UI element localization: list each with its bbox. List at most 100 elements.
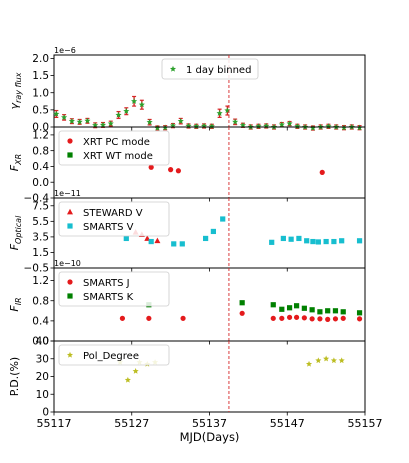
y-tick-label: 0 [42,407,49,419]
series-smarts-j [119,310,363,322]
x-tick-label: 55117 [37,417,72,430]
data-point [180,315,186,321]
data-point [216,110,223,116]
data-point [269,239,275,245]
data-point [61,114,68,120]
data-point [68,117,75,124]
data-point [220,216,226,222]
data-point [310,238,316,245]
data-point [340,309,346,315]
data-point [239,122,246,128]
data-point [171,241,177,247]
y-axis-label: FOptical [8,215,23,250]
data-point [325,316,331,322]
panel-optical: −0.5 1.5 3.5 5.5 7.5 1e−11 FOptical STEWARD V SM… [8,189,366,275]
legend-marker [67,223,73,229]
data-point [317,316,323,322]
data-point [339,238,345,244]
data-point [315,239,321,245]
panel-ir: 0.0 0.4 0.8 1.2 1e−10 FIR SMARTS J SMARTS K [8,259,366,348]
data-point [280,235,286,242]
data-point [301,305,307,311]
data-point [239,310,245,316]
panel-xray: −0.4 0.0 0.4 0.8 1.2 FXR XRT PC mode XRT WT mod… [8,126,366,205]
data-point [232,118,239,125]
legend: SMARTS J SMARTS K [58,271,170,307]
data-point [315,357,322,364]
data-point [131,98,138,104]
data-point [332,308,339,314]
data-point [288,236,294,242]
data-point [331,238,337,245]
data-point [210,228,216,235]
legend-label: XRT PC mode [83,137,150,148]
y-tick-label: 1.2 [32,275,49,287]
data-point [340,315,346,321]
y-tick-label: −0.5 [24,263,50,275]
y-tick-label: 0.8 [32,295,49,307]
legend: 1 day binned [161,58,259,80]
y-tick-label: 30 [36,353,49,365]
y-tick-label: 0.0 [32,177,49,189]
data-point [309,316,315,322]
data-point [278,121,285,128]
y-tick-label: 1.5 [32,247,49,259]
data-point [356,238,363,244]
data-point [123,235,129,242]
data-point [168,167,174,173]
legend-marker [67,279,73,285]
data-point [325,308,331,314]
data-point [309,307,315,313]
y-axis-label: γray flux [8,72,23,109]
legend-box [58,271,170,307]
series-1-day-binned [53,95,363,131]
legend-label: STEWARD V [83,208,143,219]
legend-marker [67,138,73,144]
y-tick-label: 0.8 [32,145,49,157]
data-point [107,120,114,127]
axis-exponent-label: 1e−6 [54,46,76,55]
y-tick-label: 40 [36,336,49,348]
x-tick-label: 55147 [270,417,305,430]
legend-marker [67,152,73,158]
legend-label: SMARTS V [83,222,134,233]
data-point [286,120,293,127]
data-point [76,118,83,125]
data-point [124,376,131,383]
legend-label: Pol_Degree [83,351,139,362]
data-point [270,315,276,321]
legend-box [58,344,170,366]
axis-exponent-label: 1e−10 [54,259,81,268]
x-tick-label: 55157 [348,417,383,430]
x-tick-label: 55127 [114,417,149,430]
data-point [175,168,181,174]
y-tick-label: 1.5 [32,70,49,82]
data-point [146,119,153,125]
legend-marker [67,208,73,215]
data-point [53,110,60,117]
data-point [239,300,245,306]
legend-box [58,201,170,237]
data-point [92,122,99,128]
data-point [177,117,184,124]
y-tick-label: 1.2 [32,129,49,141]
data-point [154,237,161,244]
y-tick-label: 3.5 [32,231,49,243]
data-point [148,164,154,170]
series-smarts-v [123,216,363,247]
y-tick-label: 0.5 [32,104,49,116]
data-point [338,357,345,364]
data-point [115,111,122,118]
data-point [279,306,285,312]
legend: STEWARD V SMARTS V [58,201,170,237]
data-point [293,303,300,309]
legend-label: SMARTS J [83,278,130,289]
y-tick-label: 0.0 [32,336,49,348]
data-point [293,314,300,320]
data-point [146,315,152,321]
data-point [279,315,285,321]
legend-box [161,58,259,80]
y-tick-label: 5.5 [32,216,49,228]
y-axis-label: FIR [8,297,23,311]
legend-label: SMARTS K [83,292,134,303]
